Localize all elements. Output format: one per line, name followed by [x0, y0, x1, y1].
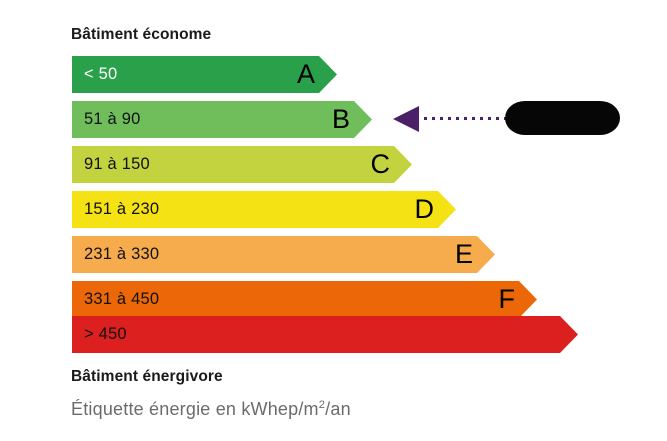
energy-bar-range-g: > 450: [84, 325, 127, 343]
energy-bar-range-c: 91 à 150: [84, 155, 150, 173]
energy-bar-letter-b: B: [331, 104, 350, 134]
energy-bar-letter-f: F: [498, 284, 516, 314]
energy-bar-letter-d: D: [414, 194, 435, 224]
energy-bar-range-e: 231 à 330: [84, 245, 160, 263]
caption-energy-unit-superscript: 2: [318, 399, 326, 411]
caption-energy-unit-suffix: /an: [325, 399, 351, 419]
energy-bar-range-a: < 50: [84, 65, 118, 83]
energy-bar-range-f: 331 à 450: [84, 290, 160, 308]
energy-bar-shape-f: [72, 281, 537, 318]
energy-bar-row-c[interactable]: 91 à 150 C: [72, 146, 412, 183]
caption-economical-building: Bâtiment économe: [71, 26, 212, 43]
energy-bar-shape-c: [72, 146, 412, 183]
energy-bar-row-b[interactable]: 51 à 90 B: [72, 101, 372, 138]
redacted-value-box: [505, 101, 620, 135]
caption-energy-intensive-building: Bâtiment énergivore: [71, 368, 223, 385]
caption-energy-unit-prefix: Étiquette énergie en kWhep/m: [71, 399, 319, 419]
energy-bar-row-d[interactable]: 151 à 230 D: [72, 191, 456, 228]
energy-bar-shape-e: [72, 236, 495, 273]
energy-bar-row-f[interactable]: 331 à 450 F: [72, 281, 537, 318]
caption-energy-unit: Étiquette énergie en kWhep/m2/an: [71, 399, 351, 420]
energy-bar-letter-c: C: [370, 149, 391, 179]
energy-bar-range-d: 151 à 230: [84, 200, 160, 218]
energy-bar-range-b: 51 à 90: [84, 110, 141, 128]
energy-bar-letter-e: E: [454, 239, 473, 269]
energy-bar-shape-g: [72, 316, 578, 353]
grade-pointer-triangle-icon: [393, 106, 419, 132]
energy-bar-shape-a: [72, 56, 337, 93]
energy-bar-letter-a: A: [296, 59, 315, 89]
energy-bar-row-g[interactable]: > 450: [72, 316, 578, 353]
grade-pointer-dotted-line: [424, 117, 508, 120]
energy-bar-row-a[interactable]: < 50 A: [72, 56, 337, 93]
energy-bar-shape-d: [72, 191, 456, 228]
energy-bar-shape-b: [72, 101, 372, 138]
energy-bar-row-e[interactable]: 231 à 330 E: [72, 236, 495, 273]
